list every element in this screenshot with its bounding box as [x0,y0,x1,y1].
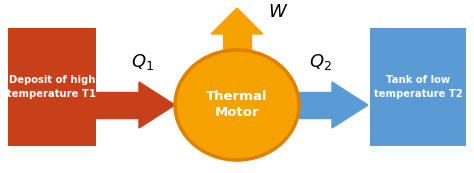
Ellipse shape [175,50,299,160]
Polygon shape [299,92,332,118]
FancyBboxPatch shape [8,28,96,146]
Text: $Q_1$: $Q_1$ [131,52,155,72]
FancyBboxPatch shape [370,28,466,146]
Text: Deposit of high
temperature T1: Deposit of high temperature T1 [8,75,97,99]
Text: $W$: $W$ [268,3,288,21]
Polygon shape [223,34,251,50]
Polygon shape [332,82,368,128]
Text: Thermal
Motor: Thermal Motor [206,90,268,120]
Text: Tank of low
temperature T2: Tank of low temperature T2 [374,75,462,99]
Polygon shape [211,8,263,34]
Polygon shape [96,92,139,118]
Polygon shape [139,82,175,128]
Text: $Q_2$: $Q_2$ [309,52,331,72]
